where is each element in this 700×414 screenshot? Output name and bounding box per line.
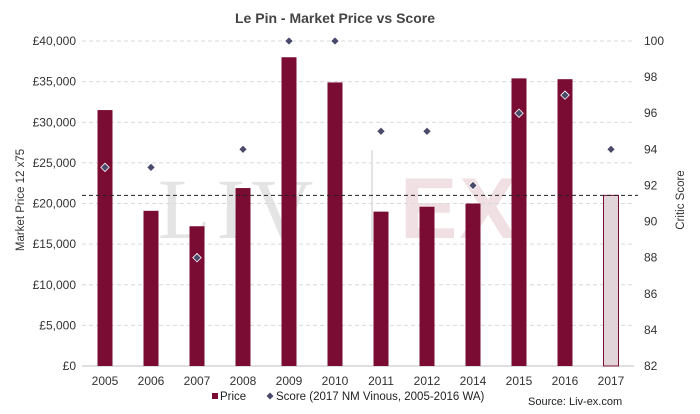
- x-axis-ticks: 2005 2006 2007 2008 2009 2010 2011 2012 2014 2015…: [92, 374, 625, 388]
- y2-tick-label: 86: [644, 287, 658, 301]
- price-bar-2015: [511, 78, 527, 366]
- price-bar-2014: [465, 203, 481, 366]
- score-marker-2014: [468, 180, 478, 191]
- x-tick-label: 2007: [184, 374, 211, 388]
- x-tick-label: 2016: [552, 374, 579, 388]
- y-tick-label: £0: [63, 359, 77, 373]
- source-note: Source: Liv-ex.com: [528, 396, 622, 408]
- x-tick-label: 2017: [598, 374, 625, 388]
- score-marker-2005: [100, 162, 110, 173]
- x-tick-label: 2015: [506, 374, 533, 388]
- y-tick-label: £40,000: [33, 34, 77, 48]
- score-marker-2010: [330, 36, 340, 46]
- y2-tick-label: 100: [644, 34, 664, 48]
- y-tick-label: £30,000: [33, 115, 77, 129]
- y2-tick-label: 84: [644, 323, 658, 337]
- y-tick-label: £15,000: [33, 237, 77, 251]
- y2-tick-label: 98: [644, 70, 658, 84]
- legend-price-swatch: [212, 393, 218, 399]
- x-tick-label: 2014: [460, 374, 487, 388]
- y-tick-label: £10,000: [33, 278, 77, 292]
- score-marker-2017: [606, 144, 616, 155]
- x-tick-label: 2009: [276, 374, 303, 388]
- y-tick-label: £5,000: [39, 318, 76, 332]
- x-tick-label: 2006: [138, 374, 165, 388]
- price-bar-2007: [189, 226, 205, 366]
- y2-tick-label: 90: [644, 215, 658, 229]
- score-marker-2015: [514, 108, 524, 118]
- score-marker-2009: [284, 36, 294, 46]
- y2-tick-label: 82: [644, 359, 658, 373]
- score-marker-2006: [146, 162, 156, 173]
- legend-price-label: Price: [220, 391, 246, 403]
- x-tick-label: 2011: [368, 374, 394, 388]
- y-tick-label: £35,000: [33, 75, 77, 89]
- y-tick-label: £20,000: [33, 197, 77, 211]
- y-tick-label: £25,000: [33, 156, 77, 170]
- x-tick-label: 2005: [92, 374, 119, 388]
- price-bar-2017: [603, 194, 619, 367]
- y2-tick-label: 94: [644, 142, 658, 156]
- price-bar-2008: [235, 188, 251, 366]
- score-marker-2012: [422, 126, 432, 137]
- y-axis-ticks: £0 £5,000 £10,000 £15,000 £20,000 £25,000 £30,…: [33, 34, 77, 373]
- score-markers: [100, 36, 616, 263]
- y2-axis-ticks: 82 84 86 88 90 92 94 96 98 100: [644, 34, 664, 373]
- y2-axis-title: Critic Score: [675, 170, 687, 229]
- legend: Price Score (2017 NM Vinous, 2005-2016 W…: [212, 391, 485, 403]
- score-marker-2011: [376, 126, 386, 137]
- watermark-ex: EX: [400, 161, 519, 257]
- y2-tick-label: 96: [644, 106, 658, 120]
- score-marker-2016: [560, 90, 570, 100]
- gridlines: [82, 40, 634, 367]
- legend-score-label: Score (2017 NM Vinous, 2005-2016 WA): [276, 391, 485, 403]
- y2-tick-label: 88: [644, 251, 658, 265]
- x-tick-label: 2012: [414, 374, 441, 388]
- price-bar-2010: [327, 82, 343, 366]
- price-bar-2006: [143, 210, 159, 366]
- x-tick-label: 2010: [322, 374, 349, 388]
- price-bar-2009: [281, 57, 297, 366]
- score-marker-2007: [192, 252, 202, 263]
- price-bar-2016: [557, 79, 573, 366]
- y2-tick-label: 92: [644, 178, 658, 192]
- x-tick-label: 2008: [230, 374, 257, 388]
- price-bar-2005: [97, 110, 113, 366]
- price-bars: [97, 57, 619, 367]
- price-bar-2011: [373, 211, 389, 366]
- score-marker-2008: [238, 144, 248, 155]
- chart-title: Le Pin - Market Price vs Score: [235, 10, 435, 26]
- price-bar-2012: [419, 206, 435, 366]
- legend-score-marker: [266, 392, 274, 400]
- y-axis-title: Market Price 12 x75: [15, 149, 27, 251]
